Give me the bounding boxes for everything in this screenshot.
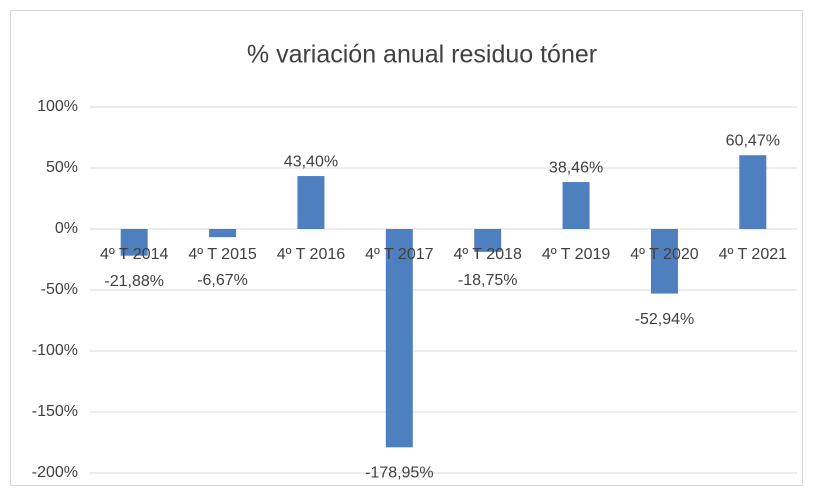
bar xyxy=(474,229,502,252)
x-tick-label: 4º T 2019 xyxy=(542,246,611,263)
x-tick-label: 4º T 2014 xyxy=(100,246,169,263)
data-label: -18,75% xyxy=(458,272,518,289)
bar xyxy=(650,229,678,294)
chart-title: % variación anual residuo tóner xyxy=(247,41,597,69)
data-label: 43,40% xyxy=(284,153,338,170)
y-tick-label: -150% xyxy=(32,403,78,420)
x-tick-label: 4º T 2021 xyxy=(719,246,788,263)
bar xyxy=(209,229,237,238)
y-tick-label: 0% xyxy=(55,220,78,237)
x-tick-label: 4º T 2020 xyxy=(630,246,699,263)
y-tick-label: -50% xyxy=(41,281,78,298)
data-label: -6,67% xyxy=(197,272,248,289)
data-label: -21,88% xyxy=(104,273,164,290)
y-tick-label: 100% xyxy=(37,98,78,115)
x-tick-label: 4º T 2016 xyxy=(277,246,346,263)
x-tick-label: 4º T 2018 xyxy=(453,246,522,263)
data-label: -178,95% xyxy=(365,465,434,482)
x-tick-label: 4º T 2015 xyxy=(188,246,257,263)
bar xyxy=(385,229,413,448)
data-label: 60,47% xyxy=(726,132,780,149)
y-tick-label: -100% xyxy=(32,342,78,359)
bar xyxy=(562,182,590,229)
y-tick-label: -200% xyxy=(32,464,78,481)
data-label: -52,94% xyxy=(635,311,695,328)
x-tick-label: 4º T 2017 xyxy=(365,246,434,263)
bar xyxy=(297,176,325,229)
bar xyxy=(739,155,767,229)
data-label: 38,46% xyxy=(549,159,603,176)
y-tick-label: 50% xyxy=(46,159,78,176)
bar xyxy=(120,229,148,256)
